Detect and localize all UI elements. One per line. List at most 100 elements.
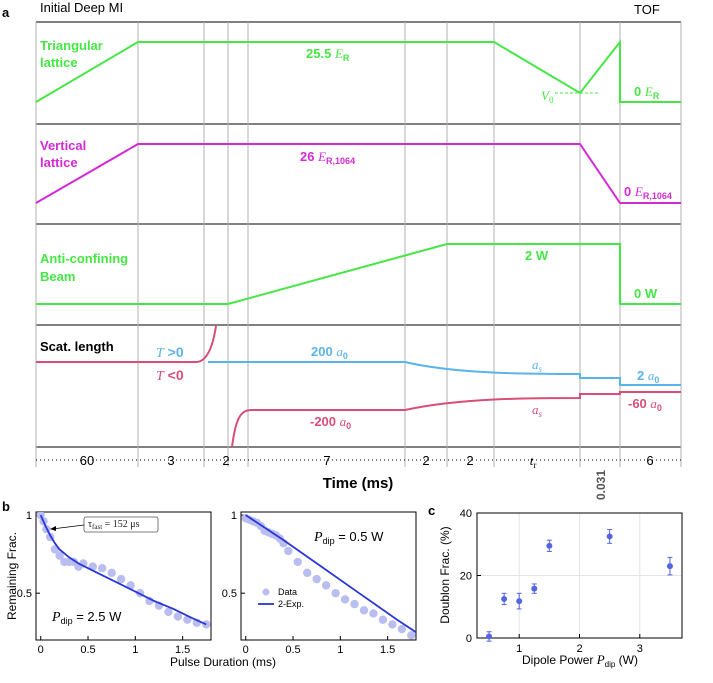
vertical-depth-label: 26 ER,1064 — [300, 149, 355, 166]
scat-final-negative: -60 a0 — [628, 396, 662, 413]
data-point — [293, 557, 302, 567]
c-xlabel: Dipole Power Pdip (W) — [522, 652, 638, 669]
triangular-label-2: lattice — [40, 55, 78, 70]
data-point — [378, 615, 388, 624]
x-tick-label: 0 — [243, 644, 249, 656]
x-tick-label: 1.5 — [380, 644, 395, 656]
data-point — [407, 631, 416, 640]
duration-2b: 2 — [422, 453, 429, 468]
t-negative-label: T <0 — [156, 367, 184, 384]
panel-a: a Initial Deep MI TOF Triangular — [2, 0, 682, 500]
y-tick-label: 40 — [460, 508, 472, 520]
data-point — [388, 620, 397, 629]
b-right-frame — [240, 511, 417, 641]
row-triangular: Triangular lattice 25.5 ER V0 0 ER — [35, 38, 681, 105]
duration-2a: 2 — [222, 453, 229, 468]
c-data-points — [486, 529, 673, 642]
b-right-ticks: 0 0.5 1 1.5 0.5 1 — [222, 510, 396, 656]
x-tick-label: 1 — [516, 643, 522, 655]
data-point — [303, 568, 312, 578]
data-point — [312, 574, 321, 584]
x-tick-label: 0 — [38, 644, 44, 656]
x-tick-label: 0.5 — [80, 644, 95, 656]
x-tick-label: 1 — [337, 644, 343, 656]
scat-negative-value: -200 a0 — [310, 414, 351, 431]
x-tick-label: 2 — [576, 643, 582, 655]
data-point — [501, 595, 508, 602]
row-anti-confining: Anti-confining Beam 2 W 0 W — [36, 243, 681, 305]
triangular-label-1: Triangular — [40, 38, 103, 53]
b-xlabel: Pulse Duration (ms) — [170, 655, 276, 669]
data-point — [369, 609, 378, 618]
panel-label-c: c — [428, 503, 435, 518]
x-tick-label: 3 — [637, 643, 643, 655]
vertical-waveform — [35, 143, 681, 204]
b-legend: Data 2-Exp. — [258, 587, 304, 609]
y-tick-label: 1 — [231, 510, 237, 522]
c-ticks: 1 2 3 0 20 40 — [460, 508, 643, 655]
legend-data-label: Data — [278, 587, 297, 597]
initial-deep-mi-label: Initial Deep MI — [40, 0, 123, 15]
data-point — [173, 612, 183, 621]
data-point — [666, 563, 673, 570]
data-point — [321, 581, 331, 590]
data-point — [331, 588, 340, 598]
duration-2c: 2 — [466, 453, 473, 468]
anti-final-label: 0 W — [634, 286, 658, 301]
anti-confining-waveform — [36, 243, 681, 305]
c-ylabel: Doublon Frac. (%) — [438, 526, 452, 623]
data-point — [116, 574, 126, 584]
tof-label: TOF — [634, 2, 660, 17]
data-point — [486, 633, 493, 640]
v0-label: V0 — [541, 88, 554, 105]
b-left-frame — [35, 511, 212, 641]
as-negative-label: as — [532, 402, 543, 419]
anti-power-label: 2 W — [525, 248, 549, 263]
panel-label-a: a — [2, 5, 10, 20]
triangular-waveform — [35, 39, 681, 103]
vertical-label-1: Vertical — [40, 138, 86, 153]
b-tau-annotation: τfast = 152 μs — [88, 519, 140, 531]
duration-tr: tr — [530, 453, 537, 470]
y-tick-label: 0.5 — [17, 588, 32, 600]
duration-6: 6 — [646, 453, 653, 468]
data-point — [340, 595, 350, 604]
legend-fit-label: 2-Exp. — [278, 599, 304, 609]
data-point — [606, 533, 613, 540]
b-left-ticks: 0 0.5 1 1.5 0.5 1 — [17, 510, 191, 656]
y-tick-label: 20 — [460, 571, 472, 583]
row-scattering: Scat. length T >0 T <0 200 a0 -200 a0 as… — [36, 325, 681, 448]
data-point — [531, 585, 538, 592]
b-right-fit-line — [245, 514, 416, 633]
scat-blue-positive — [208, 361, 681, 386]
b-right-param: Pdip = 0.5 W — [313, 529, 384, 546]
data-point — [55, 551, 64, 560]
b-right-data-points — [241, 514, 416, 640]
y-tick-label: 0.5 — [222, 588, 237, 600]
b-ylabel: Remaining Frac. — [5, 532, 19, 620]
row-vertical: Vertical lattice 26 ER,1064 0 ER,1064 — [35, 138, 681, 204]
y-tick-label: 0 — [466, 633, 472, 645]
b-left-param: Pdip = 2.5 W — [51, 609, 122, 626]
b-tau-arrowhead — [50, 526, 56, 531]
t-positive-label: T >0 — [156, 344, 184, 361]
triangular-final-label: 0 ER — [634, 84, 660, 101]
scat-red-initial — [36, 325, 217, 363]
scat-final-positive: 2 a0 — [637, 368, 659, 385]
time-axis: 60 3 2 7 2 2 6 tr 0.031 Time (ms) — [36, 453, 681, 500]
c-gridlines — [477, 512, 682, 639]
vertical-label-2: lattice — [40, 155, 78, 170]
data-point — [516, 598, 523, 605]
legend-data-marker — [262, 588, 270, 596]
panel-label-b: b — [2, 499, 10, 514]
as-positive-label: as — [532, 357, 543, 374]
b-left-fit-line — [39, 514, 207, 626]
scat-positive-value: 200 a0 — [311, 344, 348, 361]
x-tick-label: 0.5 — [285, 644, 300, 656]
data-point — [350, 599, 359, 609]
duration-60: 60 — [80, 453, 94, 468]
panel-c: c 1 2 3 0 20 40 Doublon Frac. (%) Dipole Powe… — [428, 503, 683, 669]
data-point — [98, 563, 107, 573]
